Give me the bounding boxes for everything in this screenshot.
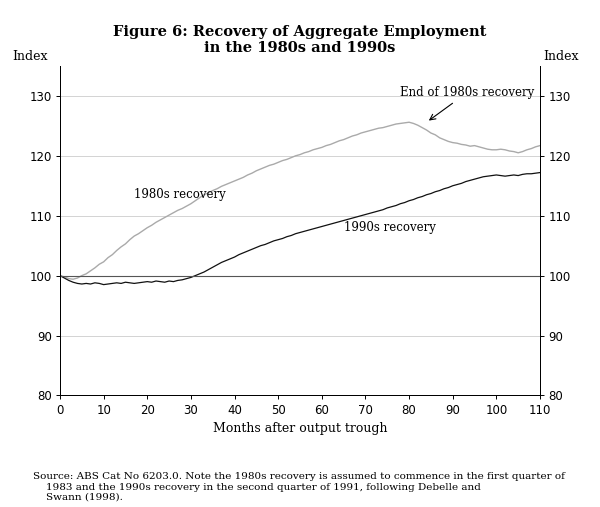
Text: Source: ABS Cat No 6203.0. Note the 1980s recovery is assumed to commence in the: Source: ABS Cat No 6203.0. Note the 1980… xyxy=(33,472,565,502)
Title: Figure 6: Recovery of Aggregate Employment
in the 1980s and 1990s: Figure 6: Recovery of Aggregate Employme… xyxy=(113,25,487,55)
Text: Index: Index xyxy=(12,50,47,62)
Text: 1990s recovery: 1990s recovery xyxy=(344,221,436,234)
Text: Index: Index xyxy=(543,50,578,62)
Text: 1980s recovery: 1980s recovery xyxy=(134,188,226,201)
X-axis label: Months after output trough: Months after output trough xyxy=(213,422,387,436)
Text: End of 1980s recovery: End of 1980s recovery xyxy=(400,86,535,120)
